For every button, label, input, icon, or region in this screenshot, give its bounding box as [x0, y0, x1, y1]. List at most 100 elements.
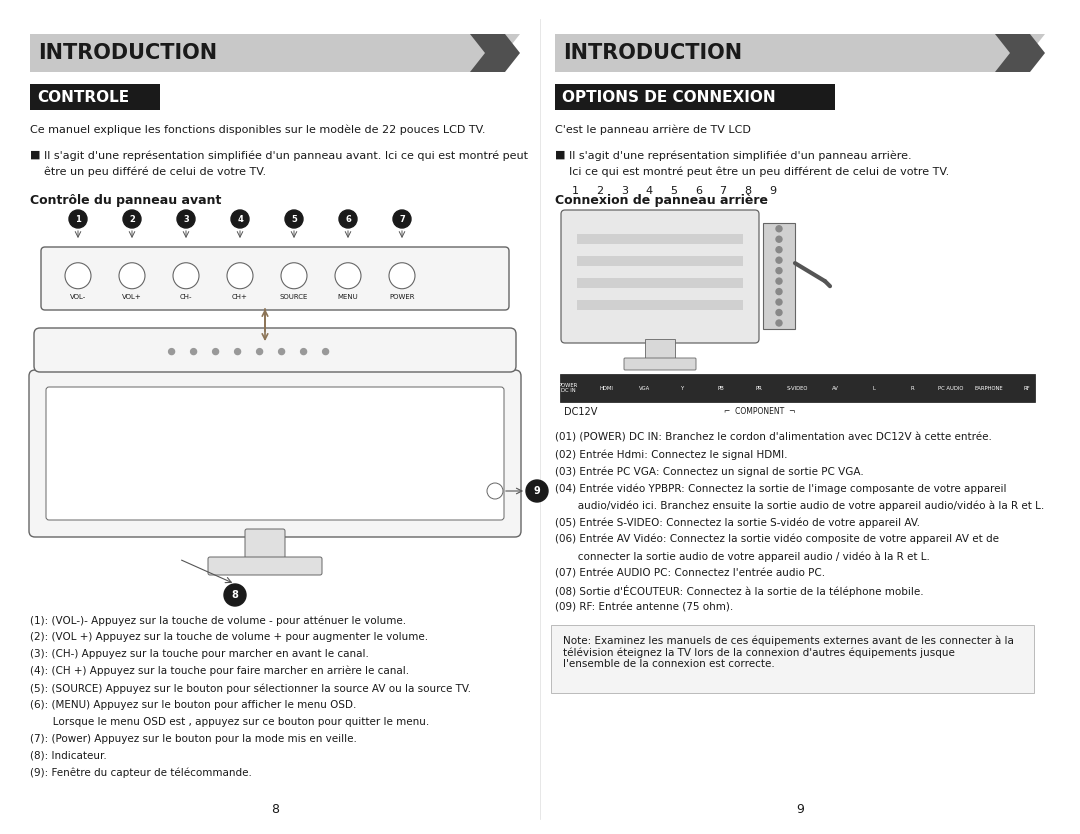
- Circle shape: [323, 349, 328, 354]
- Polygon shape: [30, 34, 519, 72]
- FancyBboxPatch shape: [762, 223, 795, 329]
- Circle shape: [227, 263, 253, 289]
- Circle shape: [213, 349, 218, 354]
- FancyBboxPatch shape: [551, 625, 1034, 693]
- Text: (2): (VOL +) Appuyez sur la touche de volume + pour augmenter le volume.: (2): (VOL +) Appuyez sur la touche de vo…: [30, 632, 428, 642]
- Text: 5: 5: [671, 186, 677, 196]
- Text: VOL+: VOL+: [122, 294, 141, 300]
- FancyBboxPatch shape: [245, 529, 285, 561]
- Text: ■: ■: [555, 150, 566, 160]
- Text: 6: 6: [694, 186, 702, 196]
- Circle shape: [777, 257, 782, 264]
- Text: SOURCE: SOURCE: [280, 294, 308, 300]
- Text: 3: 3: [184, 214, 189, 224]
- Circle shape: [777, 289, 782, 294]
- Text: être un peu différé de celui de votre TV.: être un peu différé de celui de votre TV…: [44, 166, 266, 177]
- Text: 6: 6: [346, 214, 351, 224]
- Text: audio/vidéo ici. Branchez ensuite la sortie audio de votre appareil audio/vidéo : audio/vidéo ici. Branchez ensuite la sor…: [555, 500, 1044, 510]
- Circle shape: [123, 210, 141, 228]
- Circle shape: [281, 263, 307, 289]
- FancyBboxPatch shape: [577, 278, 743, 288]
- Text: Il s'agit d'une représentation simplifiée d'un panneau avant. Ici ce qui est mon: Il s'agit d'une représentation simplifié…: [44, 150, 528, 160]
- Text: (09) RF: Entrée antenne (75 ohm).: (09) RF: Entrée antenne (75 ohm).: [555, 602, 733, 612]
- Circle shape: [393, 210, 411, 228]
- Circle shape: [777, 309, 782, 315]
- Text: POWER: POWER: [389, 294, 415, 300]
- FancyBboxPatch shape: [577, 300, 743, 310]
- Text: 2: 2: [596, 186, 604, 196]
- Text: 1: 1: [76, 214, 81, 224]
- Circle shape: [119, 263, 145, 289]
- Text: 9: 9: [796, 803, 804, 816]
- Text: DC12V: DC12V: [564, 407, 597, 417]
- Text: Ici ce qui est montré peut être un peu différent de celui de votre TV.: Ici ce qui est montré peut être un peu d…: [569, 166, 949, 177]
- Text: L: L: [873, 385, 876, 390]
- FancyBboxPatch shape: [29, 370, 521, 537]
- Circle shape: [300, 349, 307, 354]
- FancyBboxPatch shape: [577, 256, 743, 266]
- Text: 3: 3: [621, 186, 627, 196]
- Text: R: R: [910, 385, 914, 390]
- Text: AV: AV: [833, 385, 839, 390]
- Text: INTRODUCTION: INTRODUCTION: [38, 43, 217, 63]
- Polygon shape: [555, 34, 1045, 72]
- Text: 9: 9: [534, 486, 540, 496]
- Text: INTRODUCTION: INTRODUCTION: [563, 43, 742, 63]
- Circle shape: [777, 226, 782, 232]
- Text: Il s'agit d'une représentation simplifiée d'un panneau arrière.: Il s'agit d'une représentation simplifié…: [569, 150, 912, 160]
- Circle shape: [777, 320, 782, 326]
- Text: (03) Entrée PC VGA: Connectez un signal de sortie PC VGA.: (03) Entrée PC VGA: Connectez un signal …: [555, 466, 864, 476]
- Circle shape: [65, 263, 91, 289]
- Text: 8: 8: [231, 590, 239, 600]
- Polygon shape: [995, 34, 1045, 72]
- Text: VOL-: VOL-: [70, 294, 86, 300]
- Text: Lorsque le menu OSD est , appuyez sur ce bouton pour quitter le menu.: Lorsque le menu OSD est , appuyez sur ce…: [30, 717, 429, 727]
- Text: Y: Y: [681, 385, 685, 390]
- FancyBboxPatch shape: [561, 210, 759, 343]
- Circle shape: [234, 349, 241, 354]
- Text: (01) (POWER) DC IN: Branchez le cordon d'alimentation avec DC12V à cette entrée.: (01) (POWER) DC IN: Branchez le cordon d…: [555, 432, 991, 442]
- Circle shape: [777, 268, 782, 274]
- Text: (1): (VOL-)- Appuyez sur la touche de volume - pour atténuer le volume.: (1): (VOL-)- Appuyez sur la touche de vo…: [30, 615, 406, 626]
- Circle shape: [224, 584, 246, 606]
- Text: (7): (Power) Appuyez sur le bouton pour la mode mis en veille.: (7): (Power) Appuyez sur le bouton pour …: [30, 734, 356, 744]
- FancyBboxPatch shape: [30, 84, 160, 110]
- FancyBboxPatch shape: [46, 387, 504, 520]
- Text: 8: 8: [271, 803, 279, 816]
- Circle shape: [335, 263, 361, 289]
- Text: ⌐  COMPONENT  ¬: ⌐ COMPONENT ¬: [724, 407, 795, 416]
- Text: OPTIONS DE CONNEXION: OPTIONS DE CONNEXION: [562, 89, 775, 104]
- Text: RF: RF: [1024, 385, 1030, 390]
- Circle shape: [389, 263, 415, 289]
- Circle shape: [190, 349, 197, 354]
- Text: connecter la sortie audio de votre appareil audio / vidéo à la R et L.: connecter la sortie audio de votre appar…: [555, 551, 930, 561]
- Circle shape: [487, 483, 503, 499]
- Text: CH+: CH+: [232, 294, 248, 300]
- Circle shape: [777, 299, 782, 305]
- Text: 7: 7: [400, 214, 405, 224]
- Text: (06) Entrée AV Vidéo: Connectez la sortie vidéo composite de votre appareil AV e: (06) Entrée AV Vidéo: Connectez la sorti…: [555, 534, 999, 545]
- FancyBboxPatch shape: [41, 247, 509, 310]
- Text: 8: 8: [744, 186, 752, 196]
- Text: (9): Fenêtre du capteur de télécommande.: (9): Fenêtre du capteur de télécommande.: [30, 768, 252, 778]
- Circle shape: [173, 263, 199, 289]
- Circle shape: [339, 210, 357, 228]
- Circle shape: [177, 210, 195, 228]
- FancyBboxPatch shape: [33, 328, 516, 372]
- Circle shape: [257, 349, 262, 354]
- FancyBboxPatch shape: [561, 374, 1035, 402]
- FancyBboxPatch shape: [577, 234, 743, 244]
- Polygon shape: [470, 34, 519, 72]
- Circle shape: [279, 349, 285, 354]
- Text: 7: 7: [719, 186, 727, 196]
- Text: (4): (CH +) Appuyez sur la touche pour faire marcher en arrière le canal.: (4): (CH +) Appuyez sur la touche pour f…: [30, 666, 409, 676]
- FancyBboxPatch shape: [624, 358, 696, 370]
- Text: POWER
DC IN: POWER DC IN: [558, 383, 578, 394]
- Text: PC AUDIO: PC AUDIO: [937, 385, 963, 390]
- Text: (6): (MENU) Appuyez sur le bouton pour afficher le menu OSD.: (6): (MENU) Appuyez sur le bouton pour a…: [30, 700, 356, 710]
- Text: ■: ■: [30, 150, 41, 160]
- Circle shape: [777, 278, 782, 284]
- Text: Contrôle du panneau avant: Contrôle du panneau avant: [30, 194, 221, 207]
- Text: 9: 9: [769, 186, 775, 196]
- Circle shape: [526, 480, 548, 502]
